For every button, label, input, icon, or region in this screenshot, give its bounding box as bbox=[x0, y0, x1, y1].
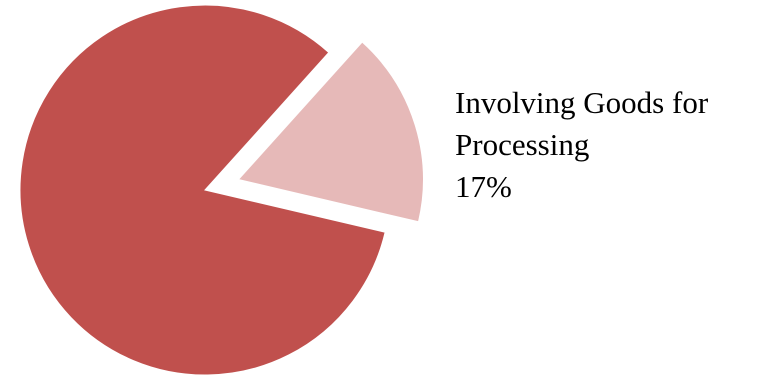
pie-slice-main bbox=[19, 4, 386, 375]
data-label-name-line2: Processing bbox=[455, 127, 590, 162]
pie-slice-goods-for-processing bbox=[237, 41, 424, 223]
data-label-percent: 17% bbox=[455, 169, 512, 204]
data-label-name-line1: Involving Goods for bbox=[455, 85, 709, 120]
data-label-goods-for-processing: Involving Goods for Processing 17% bbox=[455, 82, 775, 208]
